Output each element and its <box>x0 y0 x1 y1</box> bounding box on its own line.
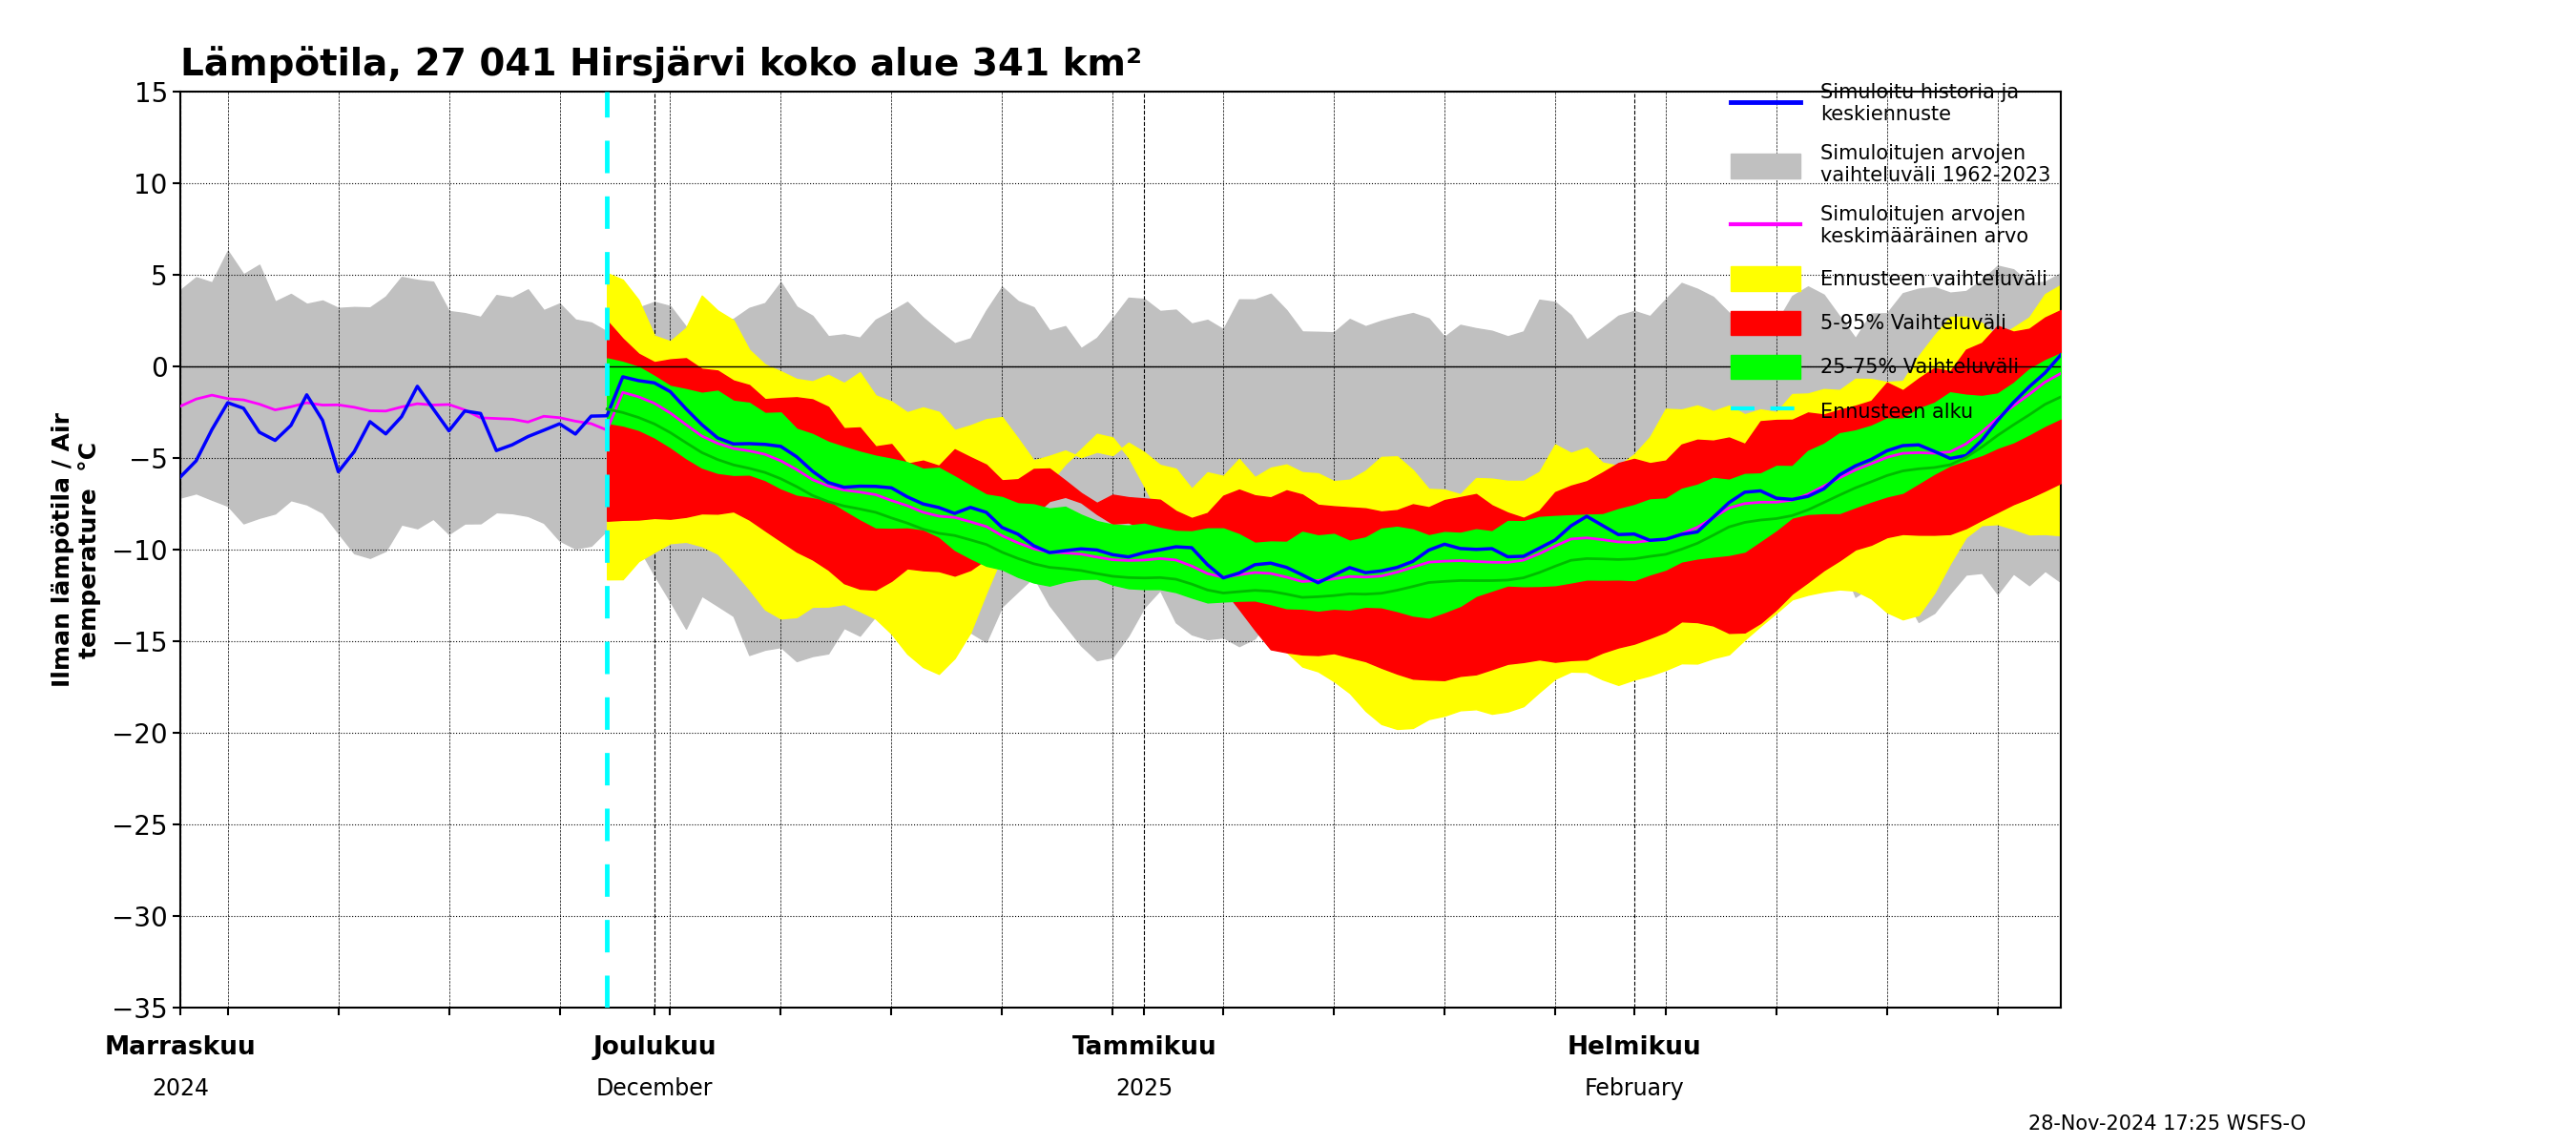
Text: 28-Nov-2024 17:25 WSFS-O: 28-Nov-2024 17:25 WSFS-O <box>2027 1114 2306 1134</box>
Text: 2024: 2024 <box>152 1077 209 1100</box>
Text: Marraskuu: Marraskuu <box>106 1035 255 1060</box>
Text: Joulukuu: Joulukuu <box>592 1035 716 1060</box>
Text: Lämpötila, 27 041 Hirsjärvi koko alue 341 km²: Lämpötila, 27 041 Hirsjärvi koko alue 34… <box>180 46 1141 84</box>
Text: February: February <box>1584 1077 1685 1100</box>
Legend: Simuloitu historia ja
keskiennuste, Simuloitujen arvojen
vaihteluväli 1962-2023,: Simuloitu historia ja keskiennuste, Simu… <box>1731 84 2050 424</box>
Text: Tammikuu: Tammikuu <box>1072 1035 1216 1060</box>
Text: Helmikuu: Helmikuu <box>1566 1035 1700 1060</box>
Text: 2025: 2025 <box>1115 1077 1172 1100</box>
Y-axis label: Ilman lämpötila / Air
temperature  °C: Ilman lämpötila / Air temperature °C <box>52 412 100 687</box>
Text: December: December <box>595 1077 714 1100</box>
